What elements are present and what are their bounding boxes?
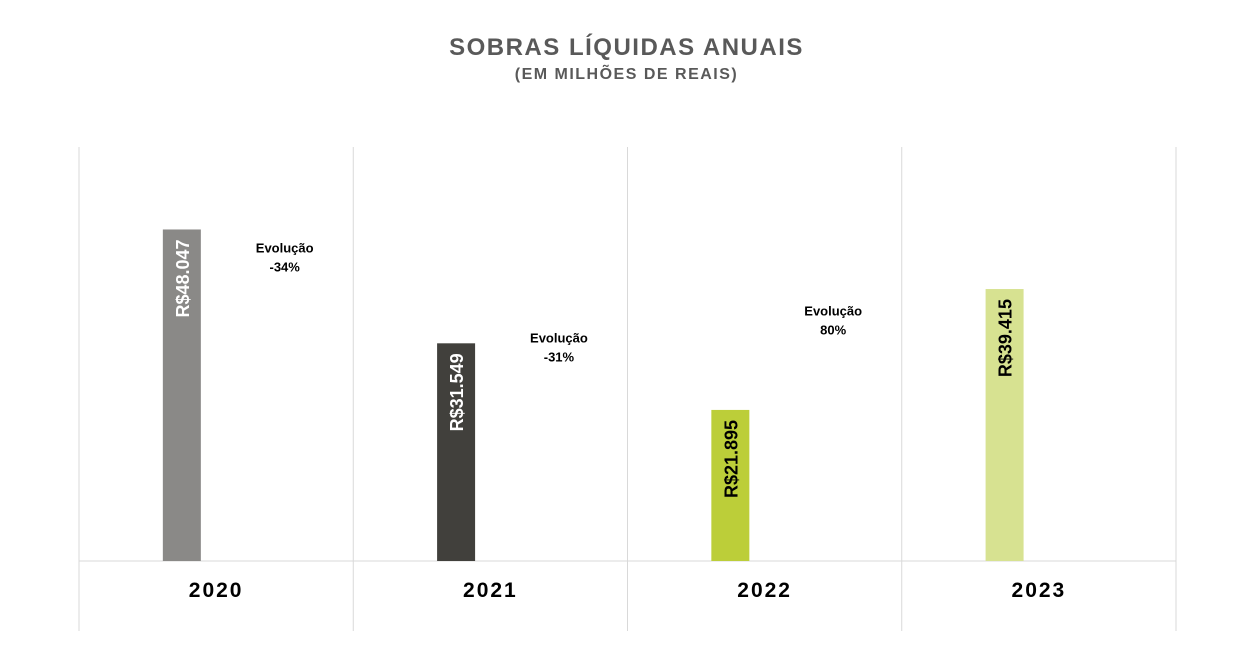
chart-subtitle: (EM MILHÕES DE REAIS) [514,66,739,83]
data-label: R$31.549 [447,353,467,431]
bar-2020 [162,229,201,561]
annotation-value: -31% [544,350,575,365]
bar-2021 [437,343,476,561]
annotation-value: 80% [820,322,846,337]
evolution-annotation: Evolução -34% [256,240,314,274]
x-tick-label: 2020 [189,579,244,602]
data-label: R$48.047 [173,239,193,317]
x-tick-label: 2021 [463,579,518,602]
data-label: R$21.895 [721,420,741,498]
annotation-label: Evolução [530,331,588,346]
evolution-annotation: Evolução -31% [530,331,588,365]
x-tick-label: 2023 [1012,579,1067,602]
annotation-label: Evolução [804,303,862,318]
data-label: R$39.415 [996,299,1016,377]
bar-2022 [711,409,750,561]
x-tick-label: 2022 [737,579,792,602]
chart-title: SOBRAS LÍQUIDAS ANUAIS [449,34,804,61]
annotation-label: Evolução [256,240,314,255]
annotation-value: -34% [270,259,301,274]
evolution-annotation: Evolução 80% [804,303,862,337]
bar-2023 [985,289,1024,561]
